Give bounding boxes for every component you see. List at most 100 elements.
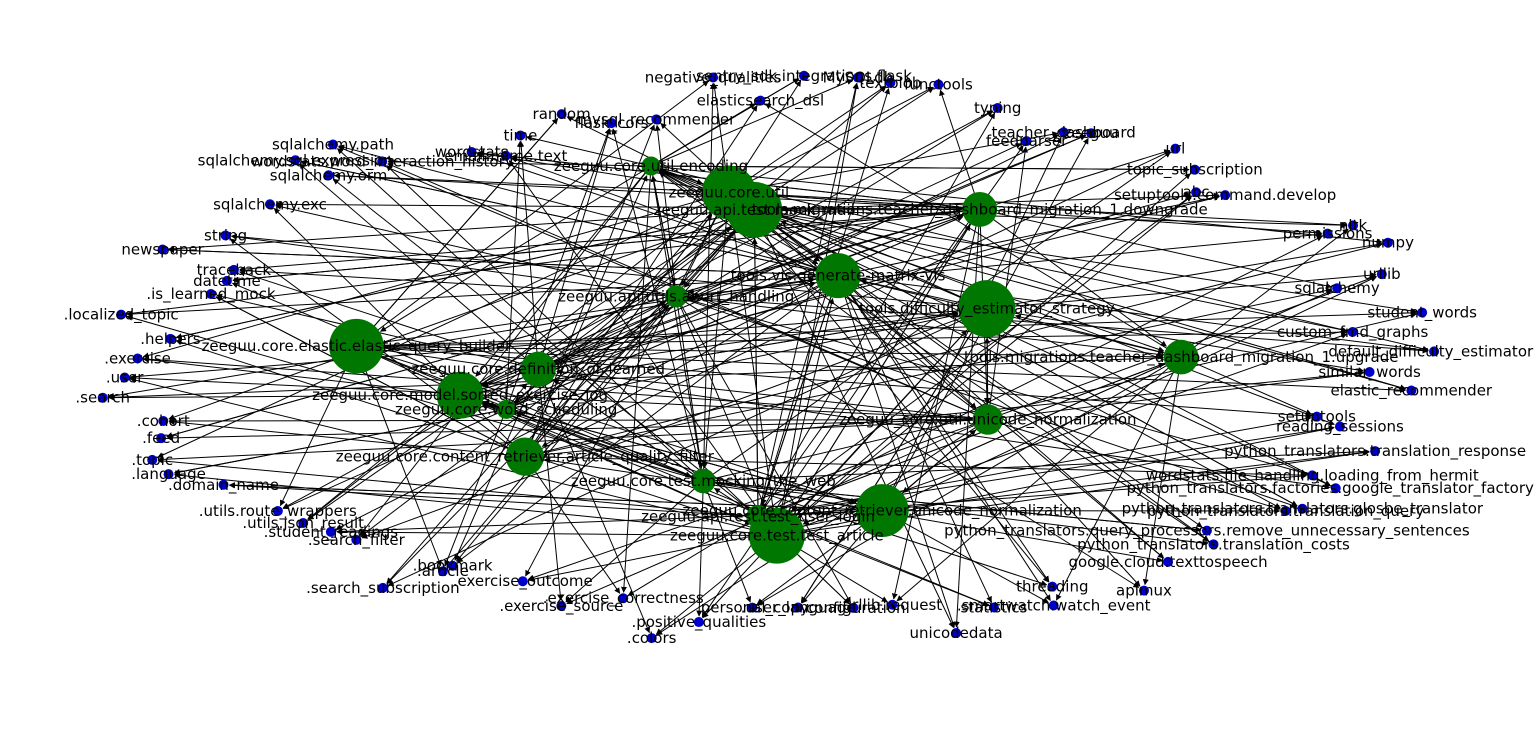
graph-edge <box>528 510 883 582</box>
graph-edge <box>565 480 704 603</box>
graph-edge <box>524 456 621 594</box>
graph-edge <box>757 82 859 517</box>
external-node <box>517 576 528 587</box>
node-label: statistics <box>960 598 1027 616</box>
graph-edge <box>524 456 1307 479</box>
node-label: .smartwatch.watch_event <box>957 596 1151 615</box>
external-node <box>119 372 130 383</box>
node-label: zeeguu.core.util.encoding <box>554 157 748 175</box>
graph-edge <box>776 195 1192 537</box>
node-label: unicodedata <box>910 624 1003 642</box>
graph-edge <box>837 275 1429 353</box>
graph-edge <box>454 369 539 561</box>
external-node <box>747 602 758 613</box>
external-node <box>988 602 999 613</box>
graph-edge <box>650 79 853 167</box>
external-node <box>1406 385 1417 396</box>
graph-edge <box>791 209 981 512</box>
node-label: similar_words <box>1318 363 1421 382</box>
module-node <box>436 371 484 419</box>
graph-edge <box>537 128 612 370</box>
graph-edge <box>356 345 1331 490</box>
graph-edge <box>387 308 988 586</box>
graph-edge <box>728 191 1407 391</box>
node-label: .exercise <box>104 349 171 367</box>
graph-edge <box>524 230 735 457</box>
node-label: random <box>533 105 591 123</box>
graph-edge <box>986 308 1331 486</box>
graph-edge <box>334 172 980 210</box>
graph-edge <box>979 209 1167 347</box>
graph-edge <box>650 165 1383 245</box>
node-label: sqlalchemy.sql.expression <box>198 151 393 169</box>
graph-edge <box>307 192 730 520</box>
graph-edge <box>459 110 993 396</box>
node-label: zeeguu.core.model.sorted_exercise_log <box>312 386 608 405</box>
external-node <box>116 309 127 320</box>
external-node <box>1220 190 1231 201</box>
external-node <box>933 79 944 90</box>
node-label: datetime <box>193 272 261 290</box>
external-node <box>885 77 896 88</box>
graph-edge <box>979 208 1332 289</box>
node-label: .localized_topic <box>64 306 179 325</box>
external-node <box>693 617 704 628</box>
graph-edge <box>939 89 981 210</box>
node-label: .helpers <box>140 330 201 348</box>
node-label: .user <box>106 369 144 387</box>
graph-edge <box>754 209 1417 314</box>
external-node <box>1334 421 1345 432</box>
external-node <box>887 599 898 610</box>
node-label: topic_subscription <box>1127 161 1263 180</box>
graph-edge <box>126 314 704 482</box>
graph-edge <box>525 192 730 577</box>
graph-edge <box>754 209 1407 391</box>
node-label: tools.difficulty_estimator_strategy <box>859 300 1115 319</box>
node-label: .search_subscription <box>306 579 460 598</box>
graph-edge <box>168 419 525 458</box>
node-label: zeeguu.core.definition_of_learned <box>411 360 665 379</box>
graph-edge <box>380 165 652 332</box>
graph-nodes <box>97 70 1440 644</box>
graph-edge <box>167 246 839 277</box>
graph-edge <box>279 345 357 507</box>
graph-edge <box>108 356 1182 401</box>
graph-edge <box>538 195 1220 370</box>
graph-edge <box>337 146 989 421</box>
node-label: python_translators.query_processors.remo… <box>944 522 1470 541</box>
node-label: .personal_copy <box>696 599 809 618</box>
node-label: python_translators.factories.google_tran… <box>1126 479 1534 498</box>
node-label: tools.vis.generate-matrix-vis <box>731 267 946 285</box>
external-node <box>298 518 309 529</box>
graph-edge <box>837 275 1050 583</box>
node-label: .search <box>75 389 130 407</box>
external-node <box>1417 307 1428 318</box>
node-label: elastic_recommender <box>1331 382 1493 401</box>
graph-edge <box>538 134 1087 370</box>
graph-edge <box>650 165 1429 352</box>
graph-edge <box>524 124 656 457</box>
graph-edge <box>300 159 839 277</box>
module-node <box>1163 339 1199 375</box>
external-node <box>165 333 176 344</box>
external-node <box>290 155 301 166</box>
node-label: .language <box>131 465 206 483</box>
node-label: zeeguu.core.content_retriever.unicode_no… <box>683 502 1082 521</box>
graph-edge <box>757 87 890 517</box>
graph-edge <box>481 295 677 386</box>
external-node <box>132 353 143 364</box>
graph-edge <box>239 270 539 370</box>
node-label: zeeguu.core.content_retriever.article_qu… <box>336 448 715 467</box>
node-label: .search_filter <box>308 531 406 550</box>
external-node <box>1376 269 1387 280</box>
external-node <box>1021 136 1032 147</box>
graph-edge <box>701 209 981 618</box>
graph-edge <box>459 394 1048 586</box>
node-label: python_translators.translators.glosbe_tr… <box>1122 500 1484 519</box>
external-node <box>852 72 863 83</box>
graph-edge <box>553 379 704 482</box>
external-node <box>1364 366 1375 377</box>
external-node <box>1208 539 1219 550</box>
external-node <box>221 275 232 286</box>
external-node <box>646 633 657 644</box>
